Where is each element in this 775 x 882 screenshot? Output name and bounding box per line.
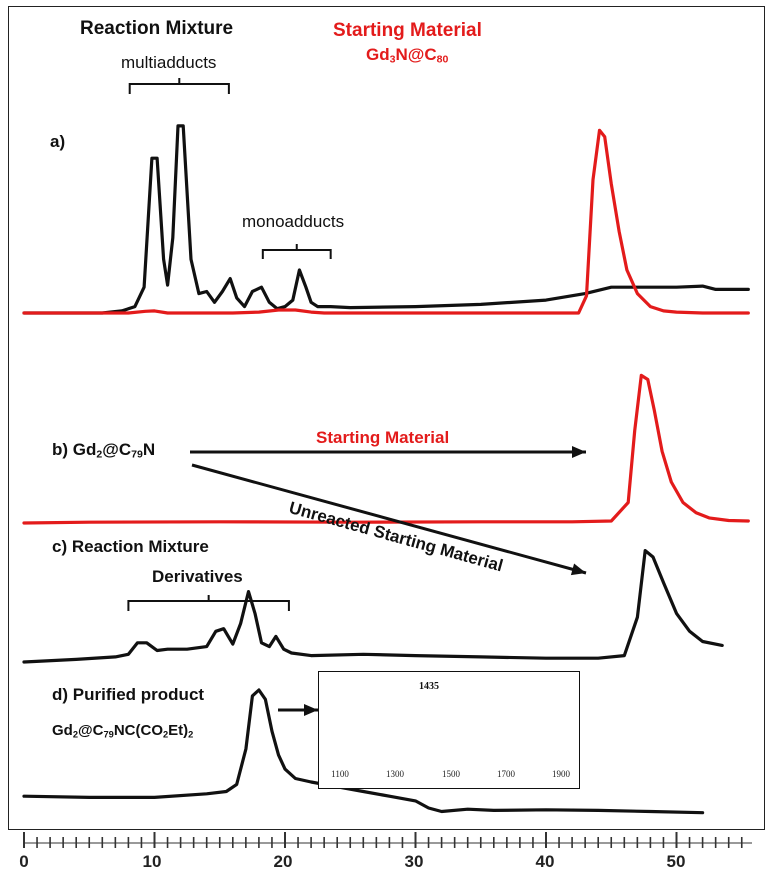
- panel-c-letter: c): [52, 537, 68, 556]
- panel-d-label: d) Purified product: [52, 685, 204, 705]
- formula-subscript: 79: [103, 729, 114, 740]
- x-tick-label: 30: [404, 852, 424, 871]
- x-axis: [23, 832, 752, 848]
- formula-part: N: [142, 440, 156, 459]
- x-tick-label: 50: [666, 852, 686, 871]
- annotation-monoadducts: monoadducts: [242, 212, 345, 231]
- arrow-to-inset-head: [304, 704, 318, 716]
- x-tick-label: 20: [273, 852, 293, 871]
- formula-part: Gd: [366, 45, 390, 64]
- panel-b-letter: b): [52, 440, 69, 459]
- formula-part: Et): [168, 722, 189, 739]
- formula-part: Gd: [52, 722, 73, 739]
- annotation-layer: [127, 78, 587, 716]
- inset-tick-label: 1300: [386, 769, 404, 779]
- series-line-panel-a-2: [22, 128, 750, 315]
- series-line-panel-d-1: [22, 688, 705, 815]
- panel-c-label: c) Reaction Mixture: [52, 537, 209, 557]
- arrow-label-starting-material: Starting Material: [316, 428, 450, 447]
- legend-formula: Gd3N@C80: [366, 45, 448, 66]
- x-tick-label: 40: [535, 852, 555, 871]
- annotation-derivatives: Derivatives: [152, 567, 243, 586]
- formula-subscript: 79: [131, 448, 143, 461]
- formula-subscript: 2: [96, 448, 103, 461]
- panel-d-title: Purified product: [72, 685, 205, 704]
- panel-a-label: a): [50, 132, 66, 151]
- formula-part: Gd: [72, 440, 97, 459]
- inset-tick-label: 1900: [552, 769, 570, 779]
- formula-subscript: 2: [188, 729, 194, 740]
- formula-subscript: 2: [163, 729, 169, 740]
- bracket-derivatives: [127, 595, 290, 611]
- formula-part: N@C: [395, 45, 437, 64]
- series-line-panel-a-1: [22, 124, 750, 315]
- bracket-multiadducts: [128, 78, 230, 94]
- arrow-unreacted-head: [570, 563, 586, 576]
- inset-tick-label: 1100: [331, 769, 349, 779]
- legend-starting-material: Starting Material: [333, 20, 482, 41]
- formula-part: @C: [78, 722, 104, 739]
- formula-subscript: 80: [436, 53, 449, 66]
- formula-subscript: 3: [389, 53, 396, 66]
- x-tick-label: 0: [19, 852, 29, 871]
- series-layer: [22, 124, 750, 815]
- inset-spectrum: [323, 690, 576, 767]
- inset-tick-label: 1500: [442, 769, 460, 779]
- arrow-unreacted: [191, 463, 587, 575]
- series-line-panel-c-1: [22, 548, 724, 664]
- panel-b-label: b) Gd2@C79N: [52, 440, 155, 461]
- panel-d-letter: d): [52, 685, 69, 704]
- inset-peak-label: 1435: [419, 681, 439, 692]
- annotation-multiadducts: multiadducts: [121, 53, 217, 72]
- panel-c-title: Reaction Mixture: [71, 537, 209, 556]
- inset-tick-label: 1700: [497, 769, 515, 779]
- panel-a-title: Reaction Mixture: [80, 18, 234, 39]
- formula-part: @C: [102, 440, 132, 459]
- arrow-starting-material-head: [572, 446, 586, 458]
- product-formula: Gd2@C79NC(CO2Et)2: [52, 722, 193, 739]
- bracket-monoadducts: [261, 244, 332, 259]
- x-tick-label: 10: [142, 852, 162, 871]
- series-line-panel-b-1: [22, 373, 750, 525]
- formula-part: NC(CO: [113, 722, 163, 739]
- formula-subscript: 2: [72, 729, 79, 740]
